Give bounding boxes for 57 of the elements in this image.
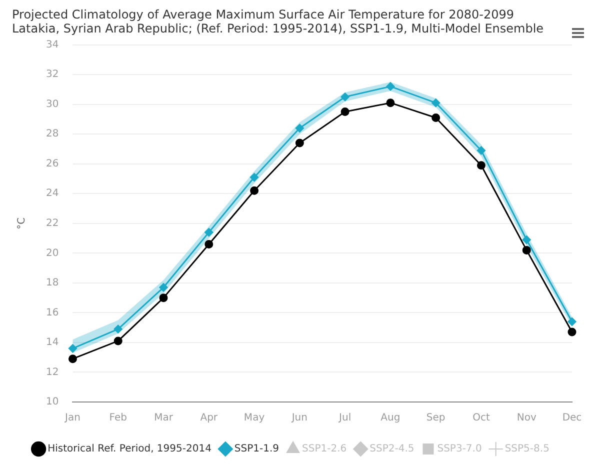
legend-label: SSP1-1.9 <box>234 444 280 455</box>
legend-label: Historical Ref. Period, 1995-2014 <box>48 444 212 455</box>
point <box>522 246 531 254</box>
point <box>295 138 304 148</box>
x-tick-label: Sep <box>426 412 446 424</box>
y-tick-label: 30 <box>46 98 59 110</box>
y-tick-label: 26 <box>46 158 59 170</box>
point <box>432 113 440 122</box>
point <box>340 92 350 102</box>
legend-label: SSP5-8.5 <box>504 444 550 455</box>
x-tick-label: Dec <box>562 412 582 424</box>
point <box>295 124 304 132</box>
x-tick-label: Feb <box>109 412 127 424</box>
point <box>568 317 576 326</box>
point <box>476 161 486 170</box>
x-tick-label: Aug <box>380 412 400 424</box>
point <box>250 186 259 195</box>
point <box>476 146 486 155</box>
x-tick-label: May <box>244 412 265 424</box>
point <box>204 228 214 237</box>
chart-title: Projected Climatology of Average Maximum Surface Air Temperature for 2080-2099 Latakia, Syrian Arab Republic; (Ref. Period: 1995-2014), SSP1-1.9, Multi-Model Ensemble <box>12 7 544 36</box>
point <box>250 173 259 182</box>
point <box>568 328 576 336</box>
y-tick-label: 18 <box>46 278 59 289</box>
point <box>386 82 395 91</box>
point <box>432 98 440 108</box>
legend-label: SSP3-7.0 <box>437 444 482 455</box>
x-tick-label: Jul <box>338 412 352 424</box>
y-tick-label: 16 <box>46 307 59 318</box>
legend-label: SSP2-4.5 <box>370 444 414 455</box>
y-tick-label: 10 <box>46 396 59 408</box>
x-tick-label: Apr <box>200 412 218 424</box>
y-tick-label: 32 <box>46 69 59 80</box>
x-tick-label: Mar <box>154 412 174 424</box>
x-tick-label: Oct <box>472 412 490 424</box>
y-tick-label: 14 <box>46 337 59 348</box>
x-tick-label: Nov <box>516 412 536 424</box>
point <box>68 344 77 353</box>
point <box>386 98 395 108</box>
point <box>159 294 168 302</box>
point <box>522 236 531 244</box>
point <box>340 108 350 116</box>
y-tick-label: 34 <box>46 39 59 50</box>
x-tick-label: Jan <box>64 412 80 424</box>
legend-label: SSP1-2.6 <box>302 444 347 455</box>
point <box>204 240 214 248</box>
y-tick-label: 20 <box>46 248 59 259</box>
y-tick-label: 22 <box>46 218 59 229</box>
point <box>114 324 122 334</box>
y-tick-label: 28 <box>46 128 59 140</box>
y-tick-label: 12 <box>46 366 59 378</box>
x-tick-label: Jun <box>290 412 308 424</box>
point <box>114 336 122 346</box>
point <box>68 354 77 364</box>
y-tick-label: 24 <box>46 188 59 200</box>
y-axis-title: °C <box>16 217 28 230</box>
point <box>159 283 168 292</box>
